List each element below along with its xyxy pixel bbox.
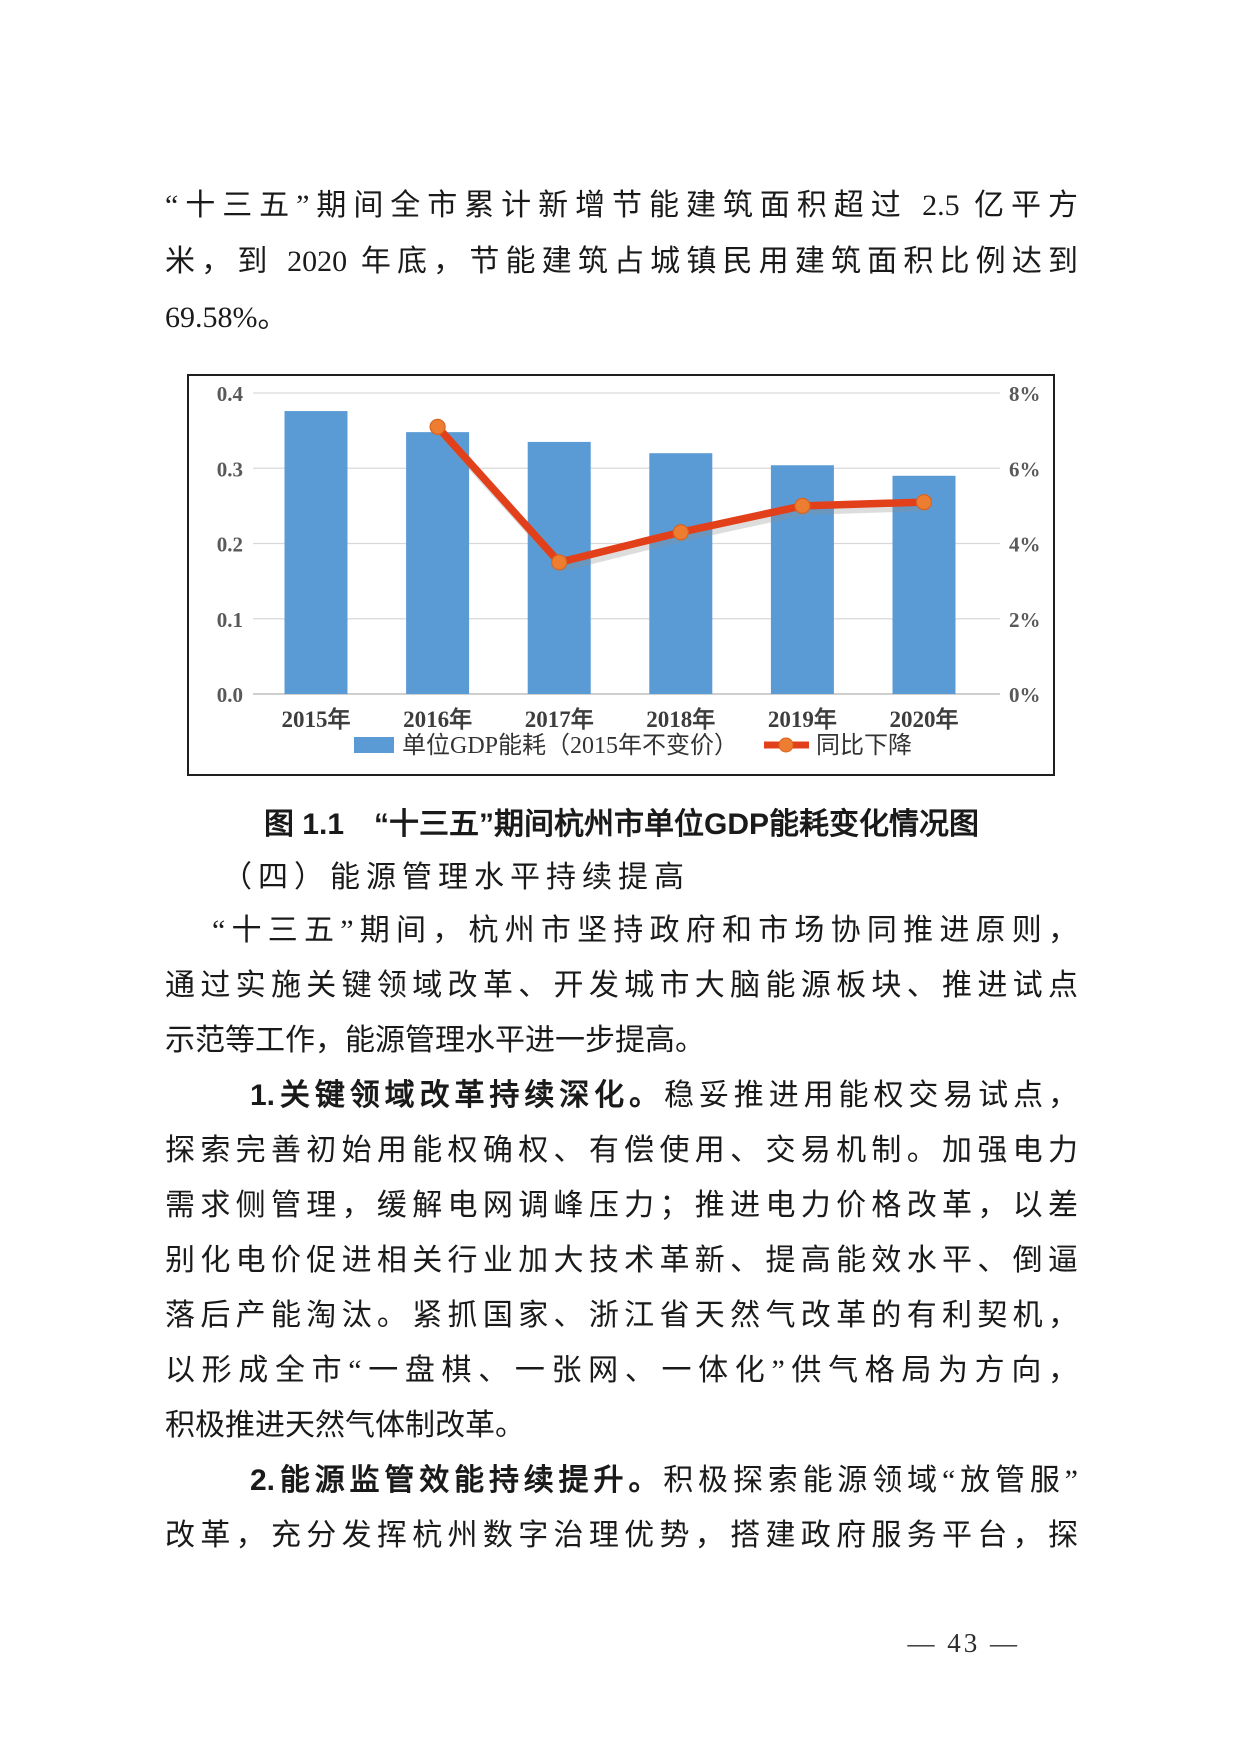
text-line: 别化电价促进相关行业加大技术革新、提高能效水平、倒逼 xyxy=(165,1244,1078,1277)
svg-text:2017年: 2017年 xyxy=(525,706,594,732)
text-line: 以形成全市“一盘棋、一张网、一体化”供气格局为方向， xyxy=(165,1354,1078,1387)
svg-text:2%: 2% xyxy=(1009,608,1041,632)
svg-text:0.0: 0.0 xyxy=(217,683,243,707)
svg-text:2016年: 2016年 xyxy=(403,706,472,732)
figure-gdp-energy-chart: 0.4 0.3 0.2 0.1 0.0 8% 6% 4% 2% 0% 2015年 2016年 2017年… xyxy=(187,374,1055,776)
text-line: 69.58%。 xyxy=(165,301,288,334)
section-heading: （四）能源管理水平持续提高 xyxy=(222,861,690,894)
svg-text:2020年: 2020年 xyxy=(890,706,959,732)
svg-text:6%: 6% xyxy=(1009,457,1041,481)
text-line: 通过实施关键领域改革、开发城市大脑能源板块、推进试点 xyxy=(165,969,1078,1002)
svg-text:单位GDP能耗（2015年不变价）: 单位GDP能耗（2015年不变价） xyxy=(402,732,738,759)
numbered-heading-1: 1.关键领域改革持续深化。 xyxy=(250,1079,664,1112)
svg-text:同比下降: 同比下降 xyxy=(816,732,912,759)
svg-text:0.1: 0.1 xyxy=(217,608,243,632)
paragraph-building-energy: “十三五”期间全市累计新增节能建筑面积超过 2.5 亿平方 米，到 2020 年… xyxy=(165,178,1078,346)
text-line: 改革，充分发挥杭州数字治理优势，搭建政府服务平台，探 xyxy=(165,1519,1078,1552)
numbered-heading-2: 2.能源监管效能持续提升。 xyxy=(250,1464,664,1497)
svg-text:0%: 0% xyxy=(1009,683,1041,707)
svg-text:0.3: 0.3 xyxy=(217,457,243,481)
text-run: 积极探索能源领域“放管服” xyxy=(663,1464,1078,1497)
svg-text:2019年: 2019年 xyxy=(768,706,837,732)
svg-text:0.2: 0.2 xyxy=(217,533,243,557)
text-line: 积极推进天然气体制改革。 xyxy=(165,1409,525,1442)
text-line: 示范等工作，能源管理水平进一步提高。 xyxy=(165,1024,705,1057)
svg-text:0.4: 0.4 xyxy=(217,382,244,406)
energy-chart: 0.4 0.3 0.2 0.1 0.0 8% 6% 4% 2% 0% 2015年 2016年 2017年… xyxy=(217,382,1041,759)
page-number: — 43 — xyxy=(907,1628,1020,1658)
text-line: 落后产能淘汰。紧抓国家、浙江省天然气改革的有利契机， xyxy=(165,1299,1078,1332)
svg-text:4%: 4% xyxy=(1009,533,1041,557)
text-line: 1.关键领域改革持续深化。稳妥推进用能权交易试点， xyxy=(165,1068,1078,1123)
text-line: 探索完善初始用能权确权、有偿使用、交易机制。加强电力 xyxy=(165,1134,1078,1167)
text-line: 米，到 2020 年底，节能建筑占城镇民用建筑面积比例达到 xyxy=(165,245,1078,278)
svg-text:2015年: 2015年 xyxy=(282,706,351,732)
body-text: “十三五”期间，杭州市坚持政府和市场协同推进原则， 通过实施关键领域改革、开发城… xyxy=(165,903,1078,1563)
svg-text:8%: 8% xyxy=(1009,382,1041,406)
text-line: 需求侧管理，缓解电网调峰压力；推进电力价格改革，以差 xyxy=(165,1189,1078,1222)
figure-caption: 图 1.1 “十三五”期间杭州市单位GDP能耗变化情况图 xyxy=(263,808,980,841)
text-run: 稳妥推进用能权交易试点， xyxy=(663,1079,1078,1112)
text-line: 2.能源监管效能持续提升。积极探索能源领域“放管服” xyxy=(165,1453,1078,1508)
svg-text:2018年: 2018年 xyxy=(646,706,715,732)
text-line: “十三五”期间全市累计新增节能建筑面积超过 2.5 亿平方 xyxy=(165,189,1078,222)
text-line: “十三五”期间，杭州市坚持政府和市场协同推进原则， xyxy=(212,914,1078,947)
